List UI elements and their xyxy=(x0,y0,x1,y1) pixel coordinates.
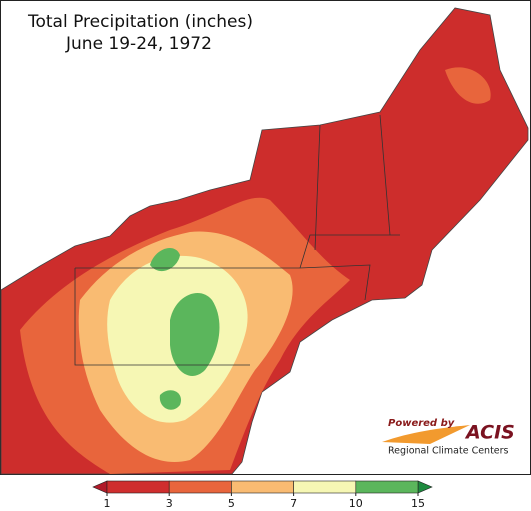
legend-tick-label: 7 xyxy=(290,497,297,510)
legend-tick-label: 3 xyxy=(166,497,173,510)
powered-by: Powered by xyxy=(388,418,455,429)
acis-name: ACIS xyxy=(464,422,515,444)
region-green-1 xyxy=(170,292,220,376)
legend: 1 3 5 7 10 15 xyxy=(92,480,433,510)
acis-swoosh xyxy=(382,425,470,444)
legend-tick-label: 15 xyxy=(411,497,425,510)
legend-tick-label: 5 xyxy=(228,497,235,510)
region-orange-ne xyxy=(445,67,491,104)
legend-swatch xyxy=(168,480,232,494)
acis-org: Regional Climate Centers xyxy=(388,446,509,457)
legend-swatch xyxy=(106,480,170,494)
legend-swatch xyxy=(293,480,357,494)
map xyxy=(0,0,531,475)
legend-tick-label: 1 xyxy=(104,497,111,510)
map-subtitle: June 19-24, 1972 xyxy=(65,34,212,54)
legend-over-arrow xyxy=(417,480,433,494)
map-title: Total Precipitation (inches) xyxy=(27,12,253,32)
branding: Powered by ACIS Regional Climate Centers xyxy=(382,418,515,457)
legend-swatch xyxy=(231,480,294,494)
region-green-3 xyxy=(159,390,181,410)
state-lines xyxy=(74,114,400,366)
legend-swatch xyxy=(355,480,419,494)
legend-under-arrow xyxy=(92,480,108,494)
legend-tick-label: 10 xyxy=(349,497,363,510)
region-green-2 xyxy=(150,247,180,272)
